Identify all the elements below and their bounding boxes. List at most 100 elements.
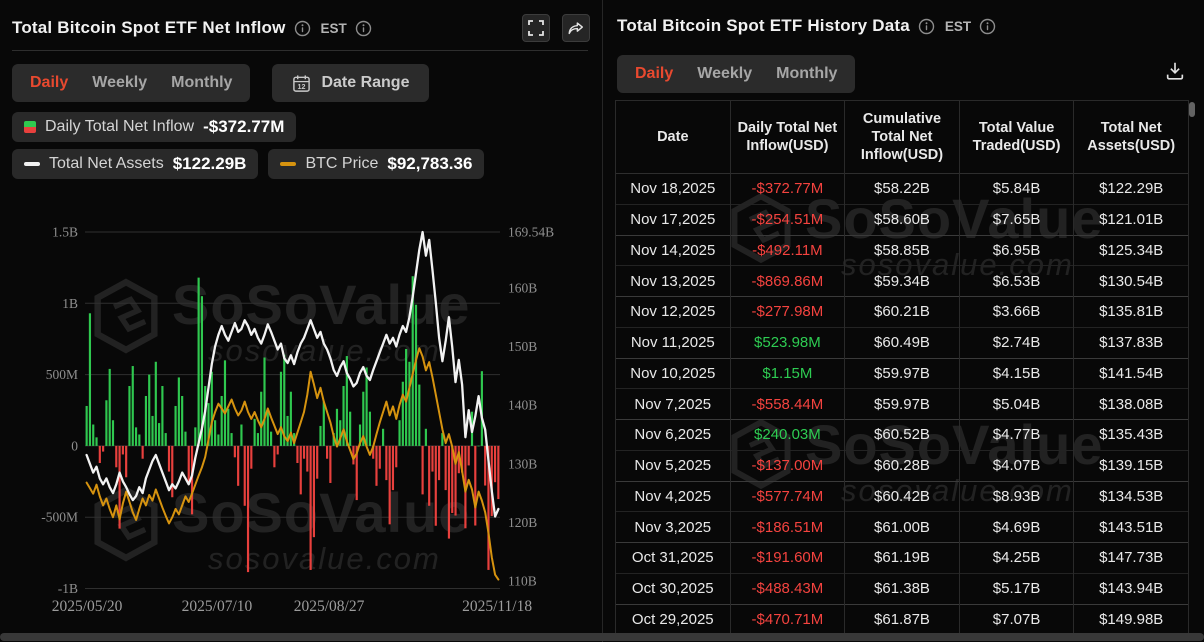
cumulative-inflow-cell: $60.52B xyxy=(844,419,960,451)
daily-inflow-cell: $523.98M xyxy=(730,327,846,358)
table-row: Oct 30,2025 -$488.43M $61.38B $5.17B $143.94… xyxy=(615,573,1189,604)
legend-total-net-assets[interactable]: Total Net Assets $122.29B xyxy=(12,149,259,179)
inflow-bar xyxy=(250,445,253,469)
net-assets-cell: $125.34B xyxy=(1073,235,1189,266)
share-button[interactable] xyxy=(562,14,590,42)
table-row: Oct 29,2025 -$470.71M $61.87B $7.07B $149.98… xyxy=(615,604,1189,635)
inflow-bar xyxy=(276,445,279,455)
right-axis-tick: 110B xyxy=(508,574,537,589)
download-button[interactable] xyxy=(1164,60,1186,82)
right-axis-tick: 160B xyxy=(508,280,537,295)
tab-daily[interactable]: Daily xyxy=(30,74,69,91)
x-axis-tick: 2025/05/20 xyxy=(52,598,123,615)
inflow-chart-svg[interactable]: 1.5B 1B 500M 0 -500M -1B 169.54B 160B 150B 140B 13… xyxy=(12,218,590,625)
inflow-bar xyxy=(381,428,385,446)
inflow-chart[interactable]: SoSoValue sosovalue.com SoSoValue sosova… xyxy=(12,218,590,625)
inflow-bar xyxy=(437,445,441,481)
inflow-bar xyxy=(421,445,424,495)
inflow-bar xyxy=(279,371,283,446)
value-traded-cell: $5.84B xyxy=(959,173,1075,205)
date-range-button[interactable]: 12 Date Range xyxy=(272,64,430,102)
table-vertical-scrollbar[interactable] xyxy=(1189,102,1195,117)
net-assets-line xyxy=(85,230,500,518)
info-icon[interactable] xyxy=(355,20,372,37)
daily-inflow-cell: -$372.77M xyxy=(730,173,846,205)
tab-monthly[interactable]: Monthly xyxy=(776,65,838,82)
legend-label: Total Net Assets xyxy=(49,155,164,172)
inflow-bar xyxy=(108,368,111,446)
info-icon[interactable] xyxy=(918,18,935,35)
x-axis-tick: 2025/07/10 xyxy=(182,598,253,615)
left-axis-tick: -1B xyxy=(58,581,78,596)
inflow-bar xyxy=(286,415,289,446)
daily-inflow-cell: $1.15M xyxy=(730,358,846,389)
history-panel-header: Total Bitcoin Spot ETF History Data EST xyxy=(617,16,1190,36)
daily-inflow-cell: -$470.71M xyxy=(730,604,846,635)
inflow-bar xyxy=(283,354,286,446)
date-cell: Oct 31,2025 xyxy=(615,542,731,574)
left-axis-tick: -500M xyxy=(41,510,78,525)
value-traded-cell: $6.95B xyxy=(959,235,1075,266)
inflow-bar xyxy=(181,395,184,446)
inflow-bar xyxy=(368,411,371,446)
date-cell: Nov 14,2025 xyxy=(615,235,731,266)
frequency-tabs: Daily Weekly Monthly xyxy=(12,64,251,102)
tab-daily[interactable]: Daily xyxy=(635,65,674,82)
share-icon xyxy=(568,22,584,35)
table-row: Nov 10,2025 $1.15M $59.97B $4.15B $141.54B xyxy=(615,358,1189,389)
inflow-bar xyxy=(375,445,378,486)
legend-daily-net-inflow[interactable]: Daily Total Net Inflow -$372.77M xyxy=(12,112,297,142)
inflow-bar xyxy=(125,445,128,478)
cumulative-inflow-cell: $58.22B xyxy=(844,173,960,205)
right-axis-tick: 130B xyxy=(508,456,537,471)
inflow-bar xyxy=(349,411,352,446)
inflow-bar xyxy=(316,445,319,479)
inflow-bar xyxy=(207,403,210,446)
date-cell: Nov 6,2025 xyxy=(615,419,731,451)
date-cell: Nov 18,2025 xyxy=(615,173,731,205)
cumulative-inflow-cell: $60.28B xyxy=(844,450,960,481)
right-axis-tick: 150B xyxy=(508,339,537,354)
history-title: Total Bitcoin Spot ETF History Data xyxy=(617,16,910,35)
inflow-bar xyxy=(447,445,451,539)
inflow-bar xyxy=(197,277,200,446)
fullscreen-button[interactable] xyxy=(522,14,550,42)
value-traded-cell: $7.65B xyxy=(959,204,1075,235)
info-icon[interactable] xyxy=(294,20,311,37)
left-axis-tick: 1B xyxy=(62,296,78,311)
inflow-bar xyxy=(358,424,362,446)
svg-text:12: 12 xyxy=(298,83,306,91)
inflow-bar xyxy=(131,366,134,446)
table-row: Nov 12,2025 -$277.98M $60.21B $3.66B $135.81… xyxy=(615,296,1189,328)
inflow-bar xyxy=(171,445,174,498)
inflow-bar xyxy=(95,437,98,446)
info-icon[interactable] xyxy=(979,18,996,35)
timezone-label: EST xyxy=(320,20,347,36)
date-cell: Nov 12,2025 xyxy=(615,296,731,328)
cumulative-inflow-cell: $61.38B xyxy=(844,573,960,604)
chart-controls: Daily Weekly Monthly 12 Date Range xyxy=(12,64,430,102)
tab-monthly[interactable]: Monthly xyxy=(171,74,233,91)
column-header: Cumulative Total Net Inflow(USD) xyxy=(844,100,960,174)
tab-weekly[interactable]: Weekly xyxy=(92,74,148,91)
net-assets-cell: $122.29B xyxy=(1073,173,1189,205)
horizontal-scrollbar[interactable] xyxy=(0,633,1204,641)
legend-btc-price[interactable]: BTC Price $92,783.36 xyxy=(268,149,485,179)
assets-line-swatch-icon xyxy=(24,162,40,166)
inflow-bar xyxy=(177,377,180,446)
value-traded-cell: $8.93B xyxy=(959,481,1075,512)
right-axis-tick: 120B xyxy=(508,515,537,530)
inflow-bar xyxy=(220,395,223,446)
cumulative-inflow-cell: $58.85B xyxy=(844,235,960,266)
inflow-bar xyxy=(339,420,342,446)
download-icon xyxy=(1166,62,1184,80)
inflow-bar xyxy=(424,428,427,446)
inflow-bar xyxy=(98,445,101,464)
inflow-bar xyxy=(266,411,269,446)
value-traded-cell: $4.25B xyxy=(959,542,1075,574)
x-axis-tick: 2025/11/18 xyxy=(462,598,532,615)
daily-inflow-cell: -$137.00M xyxy=(730,450,846,481)
history-data-panel: SoSoValue sosovalue.com SoSoValue sosova… xyxy=(602,0,1204,642)
tab-weekly[interactable]: Weekly xyxy=(697,65,753,82)
inflow-bar xyxy=(332,433,335,446)
